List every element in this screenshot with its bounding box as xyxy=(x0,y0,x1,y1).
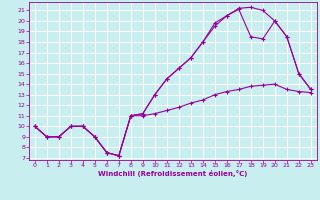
X-axis label: Windchill (Refroidissement éolien,°C): Windchill (Refroidissement éolien,°C) xyxy=(98,170,247,177)
